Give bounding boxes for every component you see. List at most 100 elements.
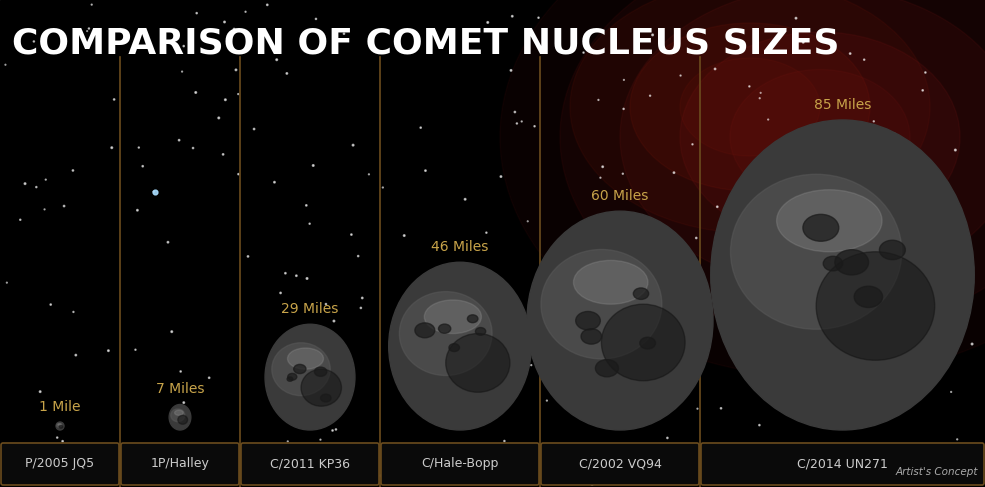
Ellipse shape: [425, 300, 482, 334]
Point: [49, 434, 65, 442]
Point: [886, 238, 902, 246]
Point: [259, 1, 275, 9]
Ellipse shape: [265, 324, 355, 430]
Point: [787, 216, 803, 224]
Point: [694, 465, 710, 473]
Point: [218, 96, 233, 104]
Point: [495, 362, 511, 370]
Point: [66, 308, 82, 316]
Point: [328, 426, 344, 433]
Point: [645, 31, 661, 39]
Point: [33, 388, 48, 395]
Ellipse shape: [468, 315, 478, 323]
Point: [795, 38, 811, 46]
Point: [798, 213, 814, 221]
Point: [617, 260, 632, 268]
Point: [26, 37, 41, 45]
Point: [246, 125, 262, 133]
Text: COMPARISON OF COMET NUCLEUS SIZES: COMPARISON OF COMET NUCLEUS SIZES: [12, 27, 839, 61]
Point: [161, 238, 176, 246]
Point: [539, 397, 555, 405]
Ellipse shape: [680, 32, 960, 242]
Point: [595, 163, 611, 170]
Point: [396, 232, 412, 240]
Point: [755, 296, 771, 303]
Ellipse shape: [602, 304, 686, 381]
Point: [760, 115, 776, 123]
Point: [615, 170, 630, 178]
Ellipse shape: [169, 405, 191, 430]
Ellipse shape: [399, 292, 492, 375]
Point: [247, 476, 263, 484]
Point: [289, 272, 304, 280]
Point: [627, 449, 643, 456]
FancyBboxPatch shape: [241, 443, 379, 485]
Point: [336, 30, 352, 37]
Ellipse shape: [446, 334, 510, 392]
Point: [950, 435, 965, 443]
Point: [944, 388, 959, 396]
Point: [593, 174, 609, 182]
Ellipse shape: [449, 344, 459, 352]
Point: [927, 243, 943, 251]
Point: [229, 66, 244, 74]
Text: 29 Miles: 29 Miles: [282, 302, 339, 316]
Point: [100, 347, 116, 355]
FancyBboxPatch shape: [121, 443, 239, 485]
Point: [176, 399, 192, 407]
Point: [413, 124, 428, 131]
Point: [917, 69, 933, 76]
Point: [921, 461, 937, 468]
Point: [318, 300, 334, 308]
Point: [689, 234, 704, 242]
Point: [79, 27, 95, 35]
Point: [269, 56, 285, 64]
FancyBboxPatch shape: [1, 443, 119, 485]
Point: [908, 471, 924, 479]
Ellipse shape: [560, 0, 985, 332]
Point: [710, 239, 726, 246]
Ellipse shape: [476, 328, 486, 335]
Ellipse shape: [301, 369, 342, 406]
Ellipse shape: [880, 240, 905, 260]
Point: [616, 105, 631, 113]
Ellipse shape: [58, 424, 61, 426]
Point: [373, 472, 389, 480]
FancyBboxPatch shape: [701, 443, 984, 485]
Point: [441, 354, 457, 362]
Ellipse shape: [56, 422, 64, 430]
Point: [498, 292, 514, 300]
Ellipse shape: [680, 58, 820, 156]
Point: [742, 82, 757, 90]
Ellipse shape: [570, 0, 930, 233]
Ellipse shape: [320, 394, 331, 402]
Point: [129, 206, 145, 214]
Point: [660, 434, 676, 442]
Text: Artist's Concept: Artist's Concept: [895, 467, 978, 477]
Point: [874, 329, 889, 337]
Point: [17, 180, 33, 187]
Point: [876, 282, 891, 290]
Point: [312, 436, 328, 444]
Ellipse shape: [630, 23, 870, 191]
Ellipse shape: [56, 423, 62, 428]
Point: [237, 8, 253, 16]
Point: [875, 135, 890, 143]
Ellipse shape: [573, 261, 648, 304]
Point: [55, 437, 71, 445]
Point: [642, 92, 658, 100]
Ellipse shape: [174, 410, 183, 415]
Point: [112, 25, 128, 33]
Point: [582, 45, 598, 53]
Point: [81, 25, 97, 33]
Point: [301, 220, 317, 227]
Point: [106, 95, 122, 103]
Point: [900, 212, 916, 220]
Point: [545, 308, 560, 316]
Point: [426, 397, 441, 405]
Ellipse shape: [817, 252, 935, 360]
Point: [151, 445, 166, 453]
Point: [964, 340, 980, 348]
Ellipse shape: [595, 359, 619, 377]
Ellipse shape: [581, 329, 602, 344]
